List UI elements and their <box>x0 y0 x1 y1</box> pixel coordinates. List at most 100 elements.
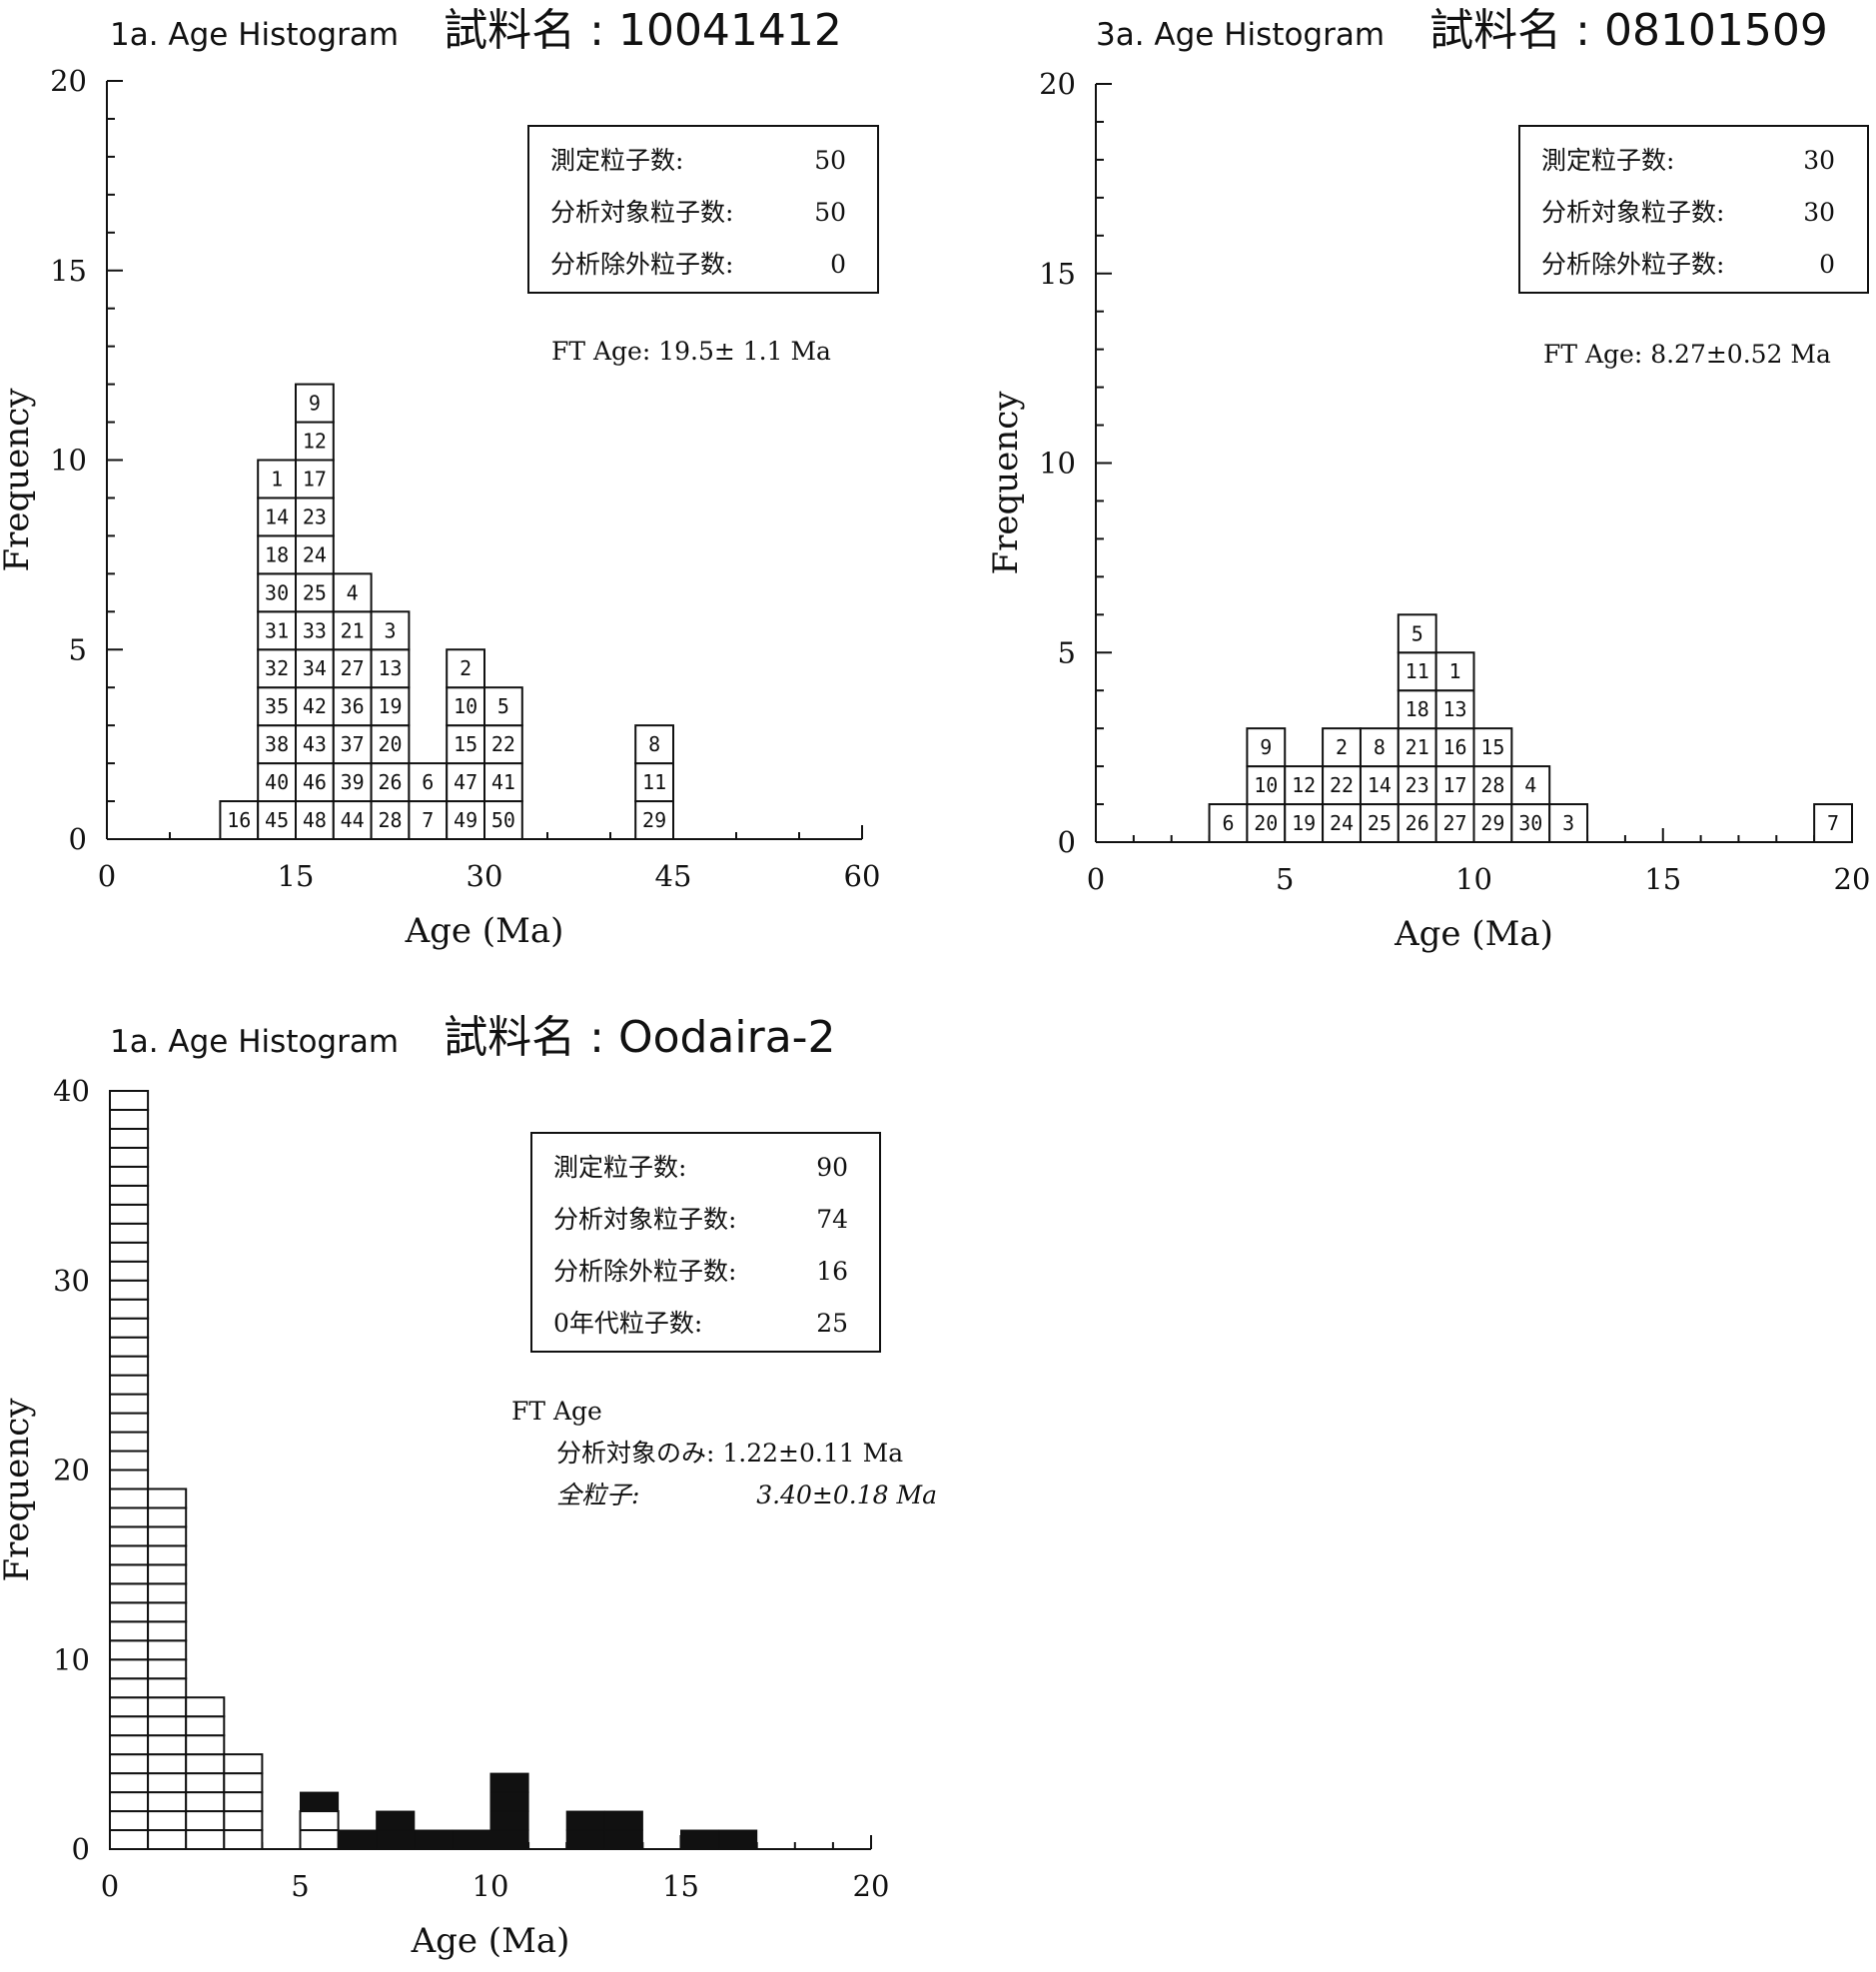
grain-cell <box>109 1431 150 1453</box>
panel-title: 1a. Age Histogram 試料名 : Oodaira-2 <box>110 1001 836 1065</box>
grain-number: 1 <box>271 467 283 491</box>
panel-label: 1a. Age Histogram <box>110 1024 400 1060</box>
grain-number: 19 <box>378 694 402 718</box>
grain-cell <box>185 1810 226 1832</box>
grain-cell <box>109 1734 150 1756</box>
panel-label: 3a. Age Histogram <box>1096 17 1386 53</box>
excluded-grain-cell <box>718 1829 758 1850</box>
grain-number: 16 <box>1443 735 1467 759</box>
grain-cell <box>147 1506 188 1528</box>
grain-cell <box>257 496 298 537</box>
grain-cell <box>109 1601 150 1623</box>
grain-cell <box>109 1108 150 1130</box>
panel-title: 3a. Age Histogram 試料名 : 08101509 <box>1096 0 1828 58</box>
grain-cell <box>185 1753 226 1775</box>
grain-cell <box>446 648 486 689</box>
grain-cell <box>483 762 523 803</box>
grain-cell <box>185 1772 226 1794</box>
grain-number: 11 <box>1406 659 1429 683</box>
grain-number: 25 <box>303 580 327 604</box>
grain-cell <box>109 1525 150 1547</box>
excluded-grain-cell <box>376 1829 416 1850</box>
x-tick-label: 0 <box>98 859 116 893</box>
grain-cell <box>257 762 298 803</box>
info-box-value: 50 <box>814 198 846 227</box>
grain-number: 27 <box>1443 811 1467 835</box>
grain-number: 46 <box>303 770 327 794</box>
y-tick-label: 0 <box>69 822 87 856</box>
grain-cell <box>483 686 523 727</box>
grain-cell <box>1397 651 1437 692</box>
grain-number: 30 <box>1518 811 1542 835</box>
grain-number: 1 <box>1449 659 1461 683</box>
grain-number: 34 <box>303 656 327 680</box>
grain-number: 16 <box>227 808 251 832</box>
info-box <box>530 1132 881 1353</box>
x-tick-label: 0 <box>1087 862 1105 896</box>
grain-number: 12 <box>1292 773 1316 797</box>
excluded-grain-cell <box>565 1810 605 1831</box>
grain-cell <box>109 1298 150 1320</box>
grain-cell <box>109 1184 150 1206</box>
info-box-label: 0年代粒子数: <box>553 1309 702 1338</box>
grain-cell <box>109 1810 150 1832</box>
grain-cell <box>185 1715 226 1737</box>
grain-number: 21 <box>341 618 365 642</box>
x-tick-label: 0 <box>101 1869 119 1903</box>
grain-number: 8 <box>648 732 660 756</box>
grain-cell <box>109 1393 150 1415</box>
grain-number: 29 <box>642 808 666 832</box>
y-axis-label: Frequency <box>989 391 1026 575</box>
grain-cell <box>109 1487 150 1509</box>
grain-cell <box>446 724 486 765</box>
panel-title: 1a. Age Histogram 試料名 : 10041412 <box>110 0 842 58</box>
grain-number: 23 <box>1406 773 1429 797</box>
grain-number: 49 <box>454 808 477 832</box>
grain-number: 22 <box>491 732 515 756</box>
grain-number: 19 <box>1292 811 1316 835</box>
grain-number: 15 <box>454 732 477 756</box>
grain-cell <box>257 724 298 765</box>
grain-cell <box>147 1582 188 1604</box>
grain-cell <box>370 610 411 651</box>
excluded-grain-cell <box>452 1829 491 1850</box>
grain-number: 31 <box>265 618 289 642</box>
info-box-value: 50 <box>814 146 846 175</box>
grain-number: 28 <box>378 808 402 832</box>
excluded-grain-cell <box>565 1829 605 1850</box>
excluded-grain-cell <box>680 1829 720 1850</box>
info-box-label: 測定粒子数: <box>1541 146 1674 175</box>
y-tick-label: 10 <box>50 444 87 478</box>
grain-number: 21 <box>1406 735 1429 759</box>
grain-number: 9 <box>309 392 321 416</box>
info-box-label: 分析除外粒子数: <box>1541 250 1724 279</box>
x-tick-label: 20 <box>1834 862 1871 896</box>
grain-cell <box>1284 803 1325 843</box>
grain-cell <box>109 1222 150 1244</box>
grain-number: 4 <box>347 580 359 604</box>
y-tick-label: 40 <box>53 1074 90 1108</box>
ft-age-text: FT Age: 8.27±0.52 Ma <box>1543 340 1831 369</box>
grain-cell <box>1434 651 1475 692</box>
grain-cell <box>223 1753 264 1775</box>
grain-cell <box>1397 765 1437 806</box>
grain-cell <box>1548 803 1589 843</box>
grain-cell <box>257 534 298 575</box>
grain-number: 8 <box>1374 735 1386 759</box>
grain-cell <box>109 1127 150 1149</box>
y-tick-label: 15 <box>50 254 87 288</box>
grain-number: 24 <box>303 542 327 566</box>
grain-cell <box>147 1639 188 1661</box>
grain-number: 3 <box>1562 811 1574 835</box>
grain-cell <box>147 1791 188 1813</box>
grain-number: 42 <box>303 694 327 718</box>
y-tick-label: 15 <box>1039 257 1076 291</box>
grain-cell <box>634 724 675 765</box>
grain-cell <box>109 1203 150 1225</box>
grain-cell <box>109 1469 150 1490</box>
grain-number: 10 <box>1254 773 1278 797</box>
grain-number: 10 <box>454 694 477 718</box>
grain-cell <box>370 648 411 689</box>
y-tick-label: 5 <box>69 632 87 666</box>
